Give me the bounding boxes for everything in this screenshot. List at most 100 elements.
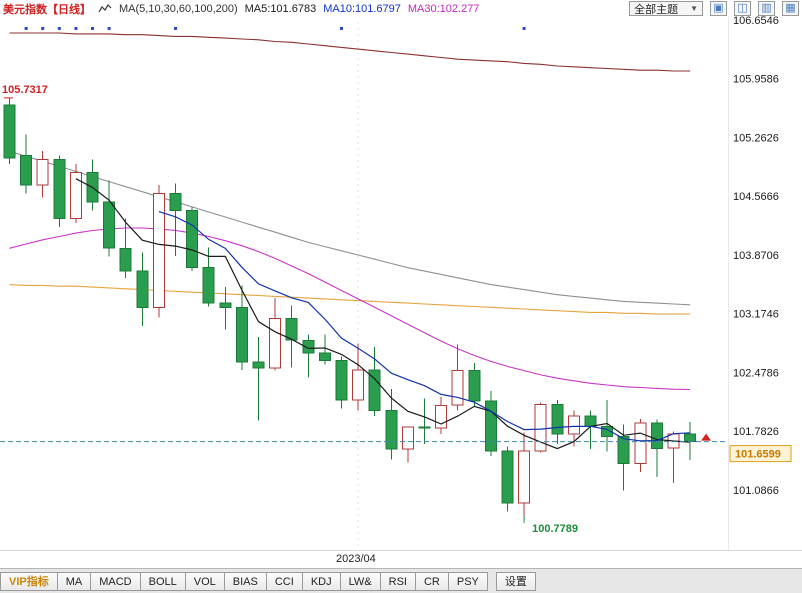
indicator-tab-vol[interactable]: VOL: [184, 571, 225, 591]
y-axis-tick: 103.8706: [733, 250, 779, 262]
indicator-tab-psy[interactable]: PSY: [447, 571, 488, 591]
candle-10[interactable]: [169, 192, 182, 211]
symbol-title: 美元指数【日线】: [3, 3, 91, 16]
candle-29[interactable]: [484, 400, 497, 452]
layout-two-pane-icon[interactable]: ◫: [734, 1, 751, 16]
candle-38[interactable]: [634, 422, 647, 464]
chart-area: 106.6546 105.9586 105.2626 104.5666 103.8706…: [0, 15, 802, 550]
last-price-tag: [729, 445, 792, 463]
ma5-value: MA5:101.6783: [244, 2, 317, 15]
event-marker-dot: [24, 27, 28, 30]
y-axis-tick: 104.5666: [733, 191, 779, 203]
ma-line-ma100: [9, 284, 691, 315]
indicator-tab-bias[interactable]: BIAS: [223, 571, 267, 591]
candle-30[interactable]: [501, 450, 514, 504]
chart-header: 美元指数【日线】 MA(5,10,30,60,100,200) MA5:101.…: [0, 0, 802, 16]
candle-32[interactable]: [534, 403, 547, 452]
candle-20[interactable]: [335, 360, 348, 401]
indicator-toolbar: VIP指标 MA MACD BOLL VOL BIAS CCI KDJ LW& RSI CR PSY 设…: [0, 568, 802, 593]
last-price-value: 101.6599: [735, 449, 781, 461]
indicator-tab-ma[interactable]: MA: [56, 571, 92, 591]
event-marker-dot: [57, 27, 61, 30]
settings-tab[interactable]: 设置: [495, 571, 536, 591]
layout-three-pane-icon[interactable]: ▥: [758, 1, 775, 16]
candle-19[interactable]: [318, 352, 331, 361]
layout-grid-icon[interactable]: ▦: [782, 1, 799, 16]
event-marker-dot: [522, 27, 526, 30]
event-marker-dot: [174, 27, 177, 30]
y-axis-tick: 105.9586: [733, 74, 779, 86]
candle-9[interactable]: [152, 192, 165, 308]
theme-dropdown-label: 全部主题: [634, 3, 679, 16]
ma-line-ma10: [158, 211, 691, 442]
indicator-tab-cci[interactable]: CCI: [265, 571, 303, 591]
ma30-value: MA30:102.277: [407, 2, 480, 15]
candle-22[interactable]: [368, 369, 381, 411]
candle-25[interactable]: [418, 426, 431, 429]
ma-line-ma200: [9, 32, 691, 72]
kline-style-icon[interactable]: [98, 3, 112, 15]
candle-31[interactable]: [518, 450, 531, 504]
candle-27[interactable]: [451, 370, 464, 406]
event-marker-dot: [107, 27, 111, 30]
ma-line-ma5: [75, 178, 691, 450]
event-marker-dot: [41, 27, 45, 30]
indicator-tab-vip[interactable]: VIP指标: [0, 571, 58, 591]
candle-34[interactable]: [567, 415, 580, 435]
y-axis-tick: 103.1746: [733, 309, 779, 321]
y-axis-tick: 101.7826: [733, 426, 779, 438]
ma-settings-label[interactable]: MA(5,10,30,60,100,200): [119, 2, 238, 15]
y-axis-tick: 105.2626: [733, 133, 779, 145]
candle-36[interactable]: [601, 425, 614, 437]
candle-41[interactable]: [684, 433, 697, 442]
candle-26[interactable]: [435, 404, 448, 429]
y-axis-tick: 102.4786: [733, 368, 779, 380]
event-marker-dot: [74, 27, 78, 30]
indicator-tab-kdj[interactable]: KDJ: [301, 571, 341, 591]
candle-11[interactable]: [186, 209, 199, 269]
indicator-tab-cr[interactable]: CR: [414, 571, 449, 591]
event-marker-dot: [340, 27, 343, 30]
candle-28[interactable]: [468, 370, 481, 402]
low-price-label: 100.7789: [532, 523, 578, 535]
candle-3[interactable]: [53, 159, 66, 220]
candle-14[interactable]: [235, 306, 248, 363]
x-axis-month-label: 2023/04: [336, 553, 376, 565]
candle-35[interactable]: [584, 415, 597, 427]
candle-33[interactable]: [551, 403, 564, 435]
y-axis-tick: 101.0866: [733, 485, 779, 497]
candle-21[interactable]: [352, 369, 365, 401]
candle-7[interactable]: [119, 247, 132, 272]
candle-4[interactable]: [69, 171, 82, 220]
ma10-value: MA10:101.6797: [323, 2, 401, 15]
candle-24[interactable]: [401, 426, 414, 450]
candle-13[interactable]: [219, 302, 232, 308]
candle-18[interactable]: [302, 339, 315, 354]
indicator-tab-rsi[interactable]: RSI: [379, 571, 416, 591]
high-price-label: 105.7317: [2, 84, 48, 96]
candle-2[interactable]: [36, 159, 49, 186]
y-axis-tick: 106.6546: [733, 16, 779, 27]
price-chart[interactable]: 106.6546 105.9586 105.2626 104.5666 103.8706…: [0, 15, 802, 550]
candle-12[interactable]: [202, 267, 215, 304]
layout-single-pane-icon[interactable]: ▣: [710, 1, 727, 16]
candle-15[interactable]: [252, 361, 265, 369]
candle-39[interactable]: [650, 422, 663, 449]
candle-0[interactable]: [3, 104, 16, 159]
x-axis-row: 2023/04: [0, 550, 802, 568]
indicator-tab-macd[interactable]: MACD: [90, 571, 141, 591]
indicator-tab-boll[interactable]: BOLL: [139, 571, 186, 591]
candle-37[interactable]: [617, 436, 630, 464]
theme-dropdown-button[interactable]: 全部主题 ▼: [629, 1, 703, 16]
candle-8[interactable]: [136, 270, 149, 308]
candle-23[interactable]: [385, 409, 398, 450]
latest-marker-icon: [701, 433, 712, 441]
indicator-tab-lw&[interactable]: LW&: [339, 571, 381, 591]
candle-16[interactable]: [269, 317, 282, 369]
event-marker-dot: [91, 27, 94, 30]
candle-6[interactable]: [103, 201, 116, 249]
ma-line-ma30: [9, 227, 691, 391]
candle-1[interactable]: [20, 154, 33, 186]
candle-17[interactable]: [285, 317, 298, 341]
